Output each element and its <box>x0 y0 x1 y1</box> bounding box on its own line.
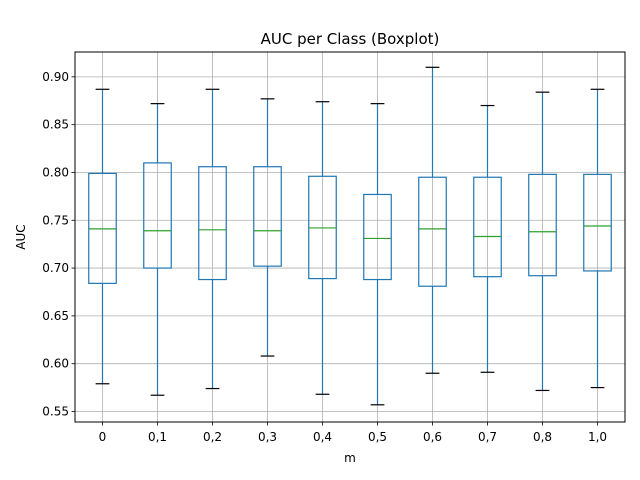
x-tick-label: 1,0 <box>588 430 607 444</box>
box-group <box>528 91 557 392</box>
boxplot-series <box>88 66 612 406</box>
plot-frame <box>74 51 626 423</box>
chart-title: AUC per Class (Boxplot) <box>261 30 440 48</box>
iqr-box <box>473 176 502 278</box>
y-tick-label: 0.55 <box>42 404 69 418</box>
y-tick-label: 0.70 <box>42 261 69 275</box>
iqr-box <box>198 166 227 281</box>
iqr-box <box>253 166 282 267</box>
x-tick-label: 0,6 <box>423 430 442 444</box>
x-tick-label: 0 <box>99 430 107 444</box>
box-group <box>88 88 117 385</box>
y-tick-label: 0.80 <box>42 165 69 179</box>
x-tick-label: 0,8 <box>533 430 552 444</box>
x-tick-label: 0,7 <box>478 430 497 444</box>
y-tick-label: 0.75 <box>42 213 69 227</box>
box-group <box>198 88 227 390</box>
box-group <box>363 103 392 406</box>
x-tick-label: 0,5 <box>368 430 387 444</box>
iqr-box <box>143 162 172 269</box>
iqr-box <box>583 173 612 272</box>
y-tick-label: 0.90 <box>42 70 69 84</box>
box-group <box>583 88 612 389</box>
x-tick-label: 0,1 <box>148 430 167 444</box>
y-tick-label: 0.60 <box>42 357 69 371</box>
axis-ticks: 0.55 0.60 0.65 0.70 0.75 0.80 0.85 0.90 0 0,1 0,2 0… <box>42 70 607 444</box>
iqr-box <box>528 173 557 277</box>
x-axis-label: m <box>344 451 356 465</box>
y-tick-label: 0.85 <box>42 118 69 132</box>
iqr-box <box>418 176 447 287</box>
iqr-box <box>363 193 392 281</box>
box-group <box>143 103 172 396</box>
y-axis-label: AUC <box>14 224 28 249</box>
x-tick-label: 0,3 <box>258 430 277 444</box>
box-group <box>473 104 502 373</box>
x-tick-label: 0,4 <box>313 430 332 444</box>
box-group <box>308 101 337 395</box>
box-group <box>418 66 447 374</box>
x-tick-label: 0,2 <box>203 430 222 444</box>
box-group <box>253 98 282 357</box>
y-tick-label: 0.65 <box>42 309 69 323</box>
